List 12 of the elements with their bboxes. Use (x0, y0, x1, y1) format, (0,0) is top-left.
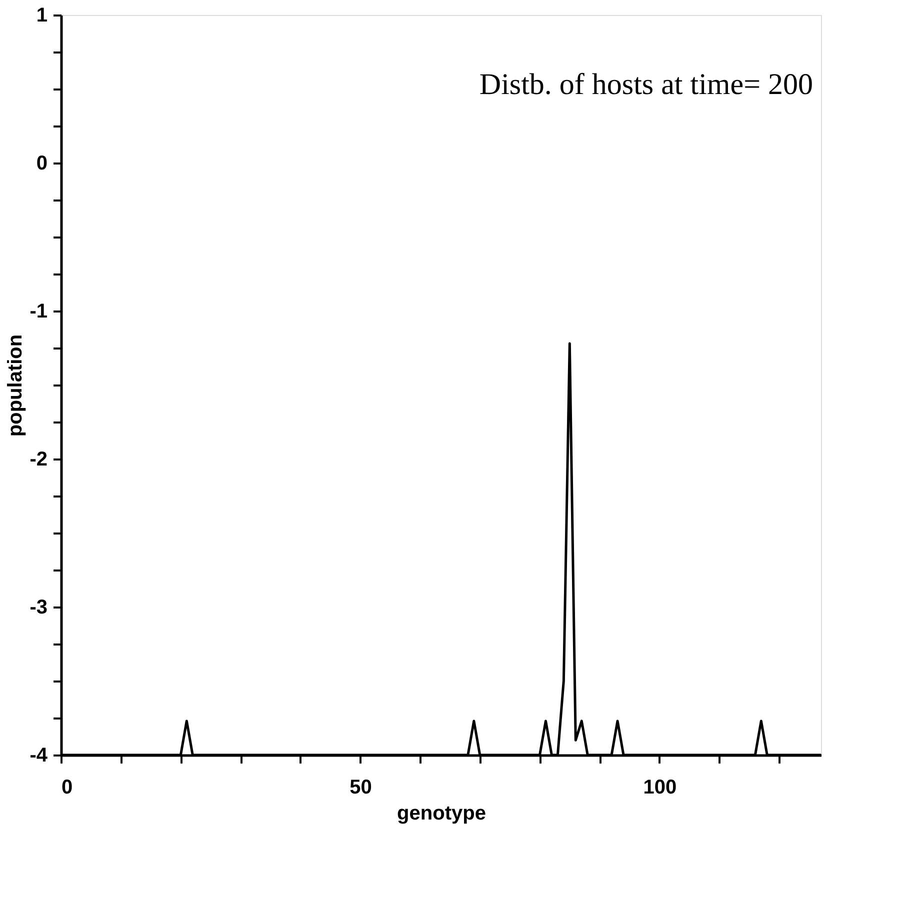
y-tick-label: -3 (30, 596, 48, 618)
y-tick-label: -1 (30, 300, 48, 322)
x-tick-label: 50 (350, 776, 372, 798)
y-tick-label: -2 (30, 448, 48, 470)
y-tick-label: -4 (30, 744, 48, 766)
x-tick-label: 0 (62, 776, 73, 798)
text: Distb. of hosts at time= 200 (479, 68, 813, 101)
y-tick-label: 0 (36, 152, 48, 174)
y-tick-label: 1 (36, 4, 48, 26)
x-axis-title: genotype (397, 802, 486, 824)
x-tick-label: 100 (643, 776, 677, 798)
y-axis-title: population (4, 334, 27, 437)
